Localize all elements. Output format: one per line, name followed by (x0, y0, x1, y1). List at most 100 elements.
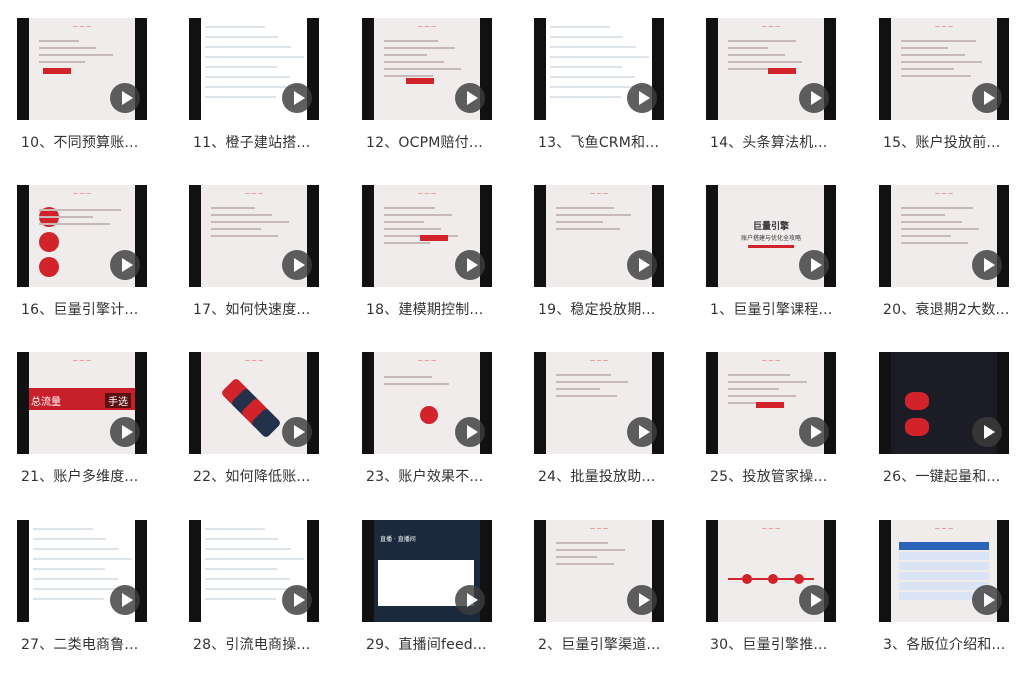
video-title[interactable]: 21、账户多维度... (21, 469, 139, 485)
video-title[interactable]: 23、账户效果不... (366, 469, 484, 485)
video-thumbnail[interactable]: — — — (706, 18, 836, 120)
video-title[interactable]: 30、巨量引擎推... (710, 637, 828, 653)
video-thumbnail[interactable] (534, 18, 664, 120)
play-icon[interactable] (799, 250, 829, 280)
slide-title: — — — (761, 358, 781, 364)
play-icon[interactable] (455, 250, 485, 280)
video-thumbnail[interactable]: — — — (362, 185, 492, 287)
play-icon[interactable] (799, 83, 829, 113)
video-title[interactable]: 17、如何快速度... (193, 302, 311, 318)
play-icon[interactable] (110, 585, 140, 615)
screen-row (205, 578, 290, 580)
play-icon[interactable] (110, 250, 140, 280)
video-title[interactable]: 28、引流电商操... (193, 637, 311, 653)
video-thumbnail[interactable]: — — — (17, 18, 147, 120)
slide-text-line (211, 221, 289, 223)
slide-text-line (728, 388, 779, 390)
play-icon[interactable] (455, 585, 485, 615)
slide-text-line (728, 402, 768, 404)
screen-row (33, 578, 118, 580)
slide-text-line (211, 228, 261, 230)
video-thumbnail[interactable]: — — — 总流量 手选 (17, 352, 147, 454)
slide-text-line (556, 214, 631, 216)
video-title[interactable]: 18、建模期控制... (366, 302, 484, 318)
play-icon[interactable] (627, 585, 657, 615)
video-title[interactable]: 16、巨量引擎计... (21, 302, 139, 318)
slide-text-line (384, 228, 441, 230)
slide-text-line (556, 207, 614, 209)
panel-title: 直播 · 直播间 (380, 536, 416, 543)
video-title[interactable]: 10、不同预算账... (21, 135, 139, 151)
slide-text-line (901, 61, 982, 63)
slide-text-line (211, 235, 278, 237)
video-title[interactable]: 3、各版位介绍和... (883, 637, 1006, 653)
play-icon[interactable] (799, 417, 829, 447)
video-thumbnail[interactable]: — — — (362, 352, 492, 454)
video-thumbnail[interactable]: — — — (362, 18, 492, 120)
play-icon[interactable] (455, 83, 485, 113)
screen-row (205, 558, 304, 560)
video-title[interactable]: 19、稳定投放期... (538, 302, 656, 318)
slide-text-line (556, 228, 620, 230)
video-thumbnail[interactable] (879, 352, 1009, 454)
slide-title: — — — (417, 24, 437, 30)
video-thumbnail[interactable]: — — — (534, 185, 664, 287)
slide-text-line (39, 40, 79, 42)
slide-text-line (901, 228, 979, 230)
video-title[interactable]: 15、账户投放前... (883, 135, 1001, 151)
slide-text-line (556, 388, 600, 390)
video-title[interactable]: 11、橙子建站搭... (193, 135, 311, 151)
video-thumbnail[interactable]: — — — (17, 185, 147, 287)
video-title[interactable]: 2、巨量引擎渠道... (538, 637, 661, 653)
play-icon[interactable] (110, 83, 140, 113)
play-icon[interactable] (972, 417, 1002, 447)
video-thumbnail[interactable]: 直播 · 直播间 (362, 520, 492, 622)
table-row (899, 542, 989, 550)
video-title[interactable]: 12、OCPM赔付... (366, 135, 483, 151)
play-icon[interactable] (627, 417, 657, 447)
video-title[interactable]: 22、如何降低账... (193, 469, 311, 485)
play-icon[interactable] (627, 83, 657, 113)
play-icon[interactable] (110, 417, 140, 447)
play-icon[interactable] (282, 417, 312, 447)
video-title[interactable]: 29、直播间feed... (366, 637, 487, 653)
video-thumbnail[interactable]: — — — (534, 520, 664, 622)
slide-text-line (728, 54, 785, 56)
play-icon[interactable] (972, 250, 1002, 280)
video-thumbnail[interactable]: — — — (706, 352, 836, 454)
video-title[interactable]: 27、二类电商鲁... (21, 637, 139, 653)
video-thumbnail[interactable]: — — — (189, 352, 319, 454)
video-thumbnail[interactable]: — — — (189, 185, 319, 287)
video-title[interactable]: 26、一键起量和... (883, 469, 1001, 485)
play-icon[interactable] (282, 83, 312, 113)
play-icon[interactable] (799, 585, 829, 615)
video-title[interactable]: 24、批量投放助... (538, 469, 656, 485)
video-title[interactable]: 14、头条算法机... (710, 135, 828, 151)
play-icon[interactable] (455, 417, 485, 447)
play-icon[interactable] (282, 250, 312, 280)
video-thumbnail[interactable]: — — — (534, 352, 664, 454)
video-thumbnail[interactable]: 巨量引擎 账户搭建与优化全攻略 (706, 185, 836, 287)
table-row (899, 552, 989, 560)
video-title[interactable]: 13、飞鱼CRM和... (538, 135, 660, 151)
play-icon[interactable] (972, 83, 1002, 113)
video-thumbnail[interactable]: — — — (879, 185, 1009, 287)
slide-text-line (556, 556, 597, 558)
video-thumbnail[interactable]: — — — (879, 18, 1009, 120)
play-icon[interactable] (282, 585, 312, 615)
screen-row (205, 66, 277, 68)
video-thumbnail[interactable]: — — — (706, 520, 836, 622)
video-thumbnail[interactable] (189, 18, 319, 120)
slide-text-line (39, 209, 121, 211)
play-icon[interactable] (972, 585, 1002, 615)
video-title[interactable]: 20、衰退期2大数... (883, 302, 1010, 318)
video-title[interactable]: 1、巨量引擎课程... (710, 302, 833, 318)
video-thumbnail[interactable]: — — — (879, 520, 1009, 622)
table-row (899, 582, 989, 590)
slide-preview (201, 520, 307, 622)
video-thumbnail[interactable] (189, 520, 319, 622)
screen-row (33, 588, 131, 590)
video-thumbnail[interactable] (17, 520, 147, 622)
video-title[interactable]: 25、投放管家操... (710, 469, 828, 485)
play-icon[interactable] (627, 250, 657, 280)
